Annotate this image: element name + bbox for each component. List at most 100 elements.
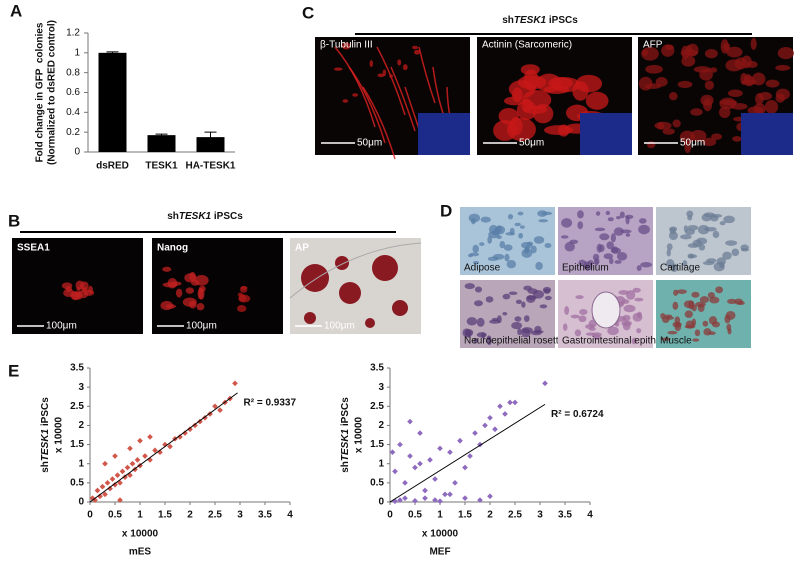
point [437,498,443,505]
x-axis-unit: x 10000 [122,529,159,540]
y-tick-label: 0 [378,497,384,508]
stain [521,328,531,338]
x-tick-label: 2 [487,510,493,521]
stain [544,295,552,301]
stain [189,271,196,282]
stain [704,80,715,90]
panel-title-part: sh [167,211,179,222]
stain [191,279,200,286]
stain [562,323,568,331]
point [122,474,128,480]
stain [538,219,549,223]
stain [726,46,743,58]
y-tick-label: 0.5 [70,477,84,488]
stain [603,253,613,260]
stain [692,338,700,342]
stain [640,262,653,268]
stain [591,332,602,337]
point [442,491,448,498]
stain [352,93,359,97]
x-tick-label: TESK1 [145,161,178,172]
y-axis-label: shTESK1 iPSCs [340,397,351,473]
stain [504,253,510,262]
panel-title-part: iPSCs [211,211,243,222]
y-tick-label: 1.5 [70,439,84,450]
neurite [362,86,396,160]
point [392,468,398,475]
stain [474,300,483,307]
stain [65,285,73,293]
stain [712,230,720,239]
stain [499,240,506,249]
x-tick-label: 3 [237,510,243,521]
stain [618,290,629,295]
point [487,493,493,500]
x-tick-label: HA-TESK1 [185,161,235,172]
point [412,498,418,504]
stain [666,248,671,257]
y-tick-label: 3.5 [370,363,384,374]
point [119,468,126,475]
image-label: AP [295,243,309,254]
stain [466,317,478,326]
point [212,403,218,410]
stain [530,245,537,254]
stain [198,287,205,300]
stain [682,260,688,267]
point [124,464,131,471]
stain [506,260,517,269]
stain [492,229,499,236]
stain [238,294,251,303]
y-tick-label: 2.5 [70,401,84,412]
stain [750,37,757,50]
stain [655,77,668,87]
stain [645,64,663,74]
panel-title: shTESK1 iPSCs [502,15,578,26]
image-label: Nanog [157,243,188,254]
point [462,495,468,501]
stain [722,251,732,260]
stain [561,218,573,228]
stain [503,244,513,251]
point [402,480,408,486]
stain [691,291,700,298]
stain [708,316,718,325]
r-squared: R² = 0.9337 [244,398,297,409]
panel-label: E [8,361,19,380]
neurite [334,46,376,128]
trendline [89,392,238,503]
stain [667,330,678,335]
point [389,449,396,456]
stain [502,293,511,300]
point [467,453,473,459]
stain [413,49,421,55]
y-tick-label: 1.5 [370,439,384,450]
point [112,481,118,488]
point [127,472,133,479]
stain [632,312,643,322]
stain [706,258,717,263]
point [147,434,153,440]
stain [703,328,712,336]
x-axis-unit: x 10000 [422,529,459,540]
stain [240,286,248,290]
stain [753,103,766,115]
y-tick-label: 0.5 [370,477,384,488]
panel-title-part: sh [502,15,514,26]
point [107,485,113,492]
stain [723,215,735,224]
stain [684,140,692,154]
stain [690,129,707,142]
y-axis-label: Fold change in GFP colonies [35,22,46,162]
x-tick-label: 0.5 [408,510,422,521]
stain [175,288,183,298]
stain [412,45,419,50]
image-label: Adipose [464,263,501,274]
stain [746,60,758,68]
stain [715,286,724,294]
stain [577,221,584,230]
stain [377,73,385,78]
point [192,422,198,429]
stain [583,261,589,269]
lumen [591,291,621,329]
